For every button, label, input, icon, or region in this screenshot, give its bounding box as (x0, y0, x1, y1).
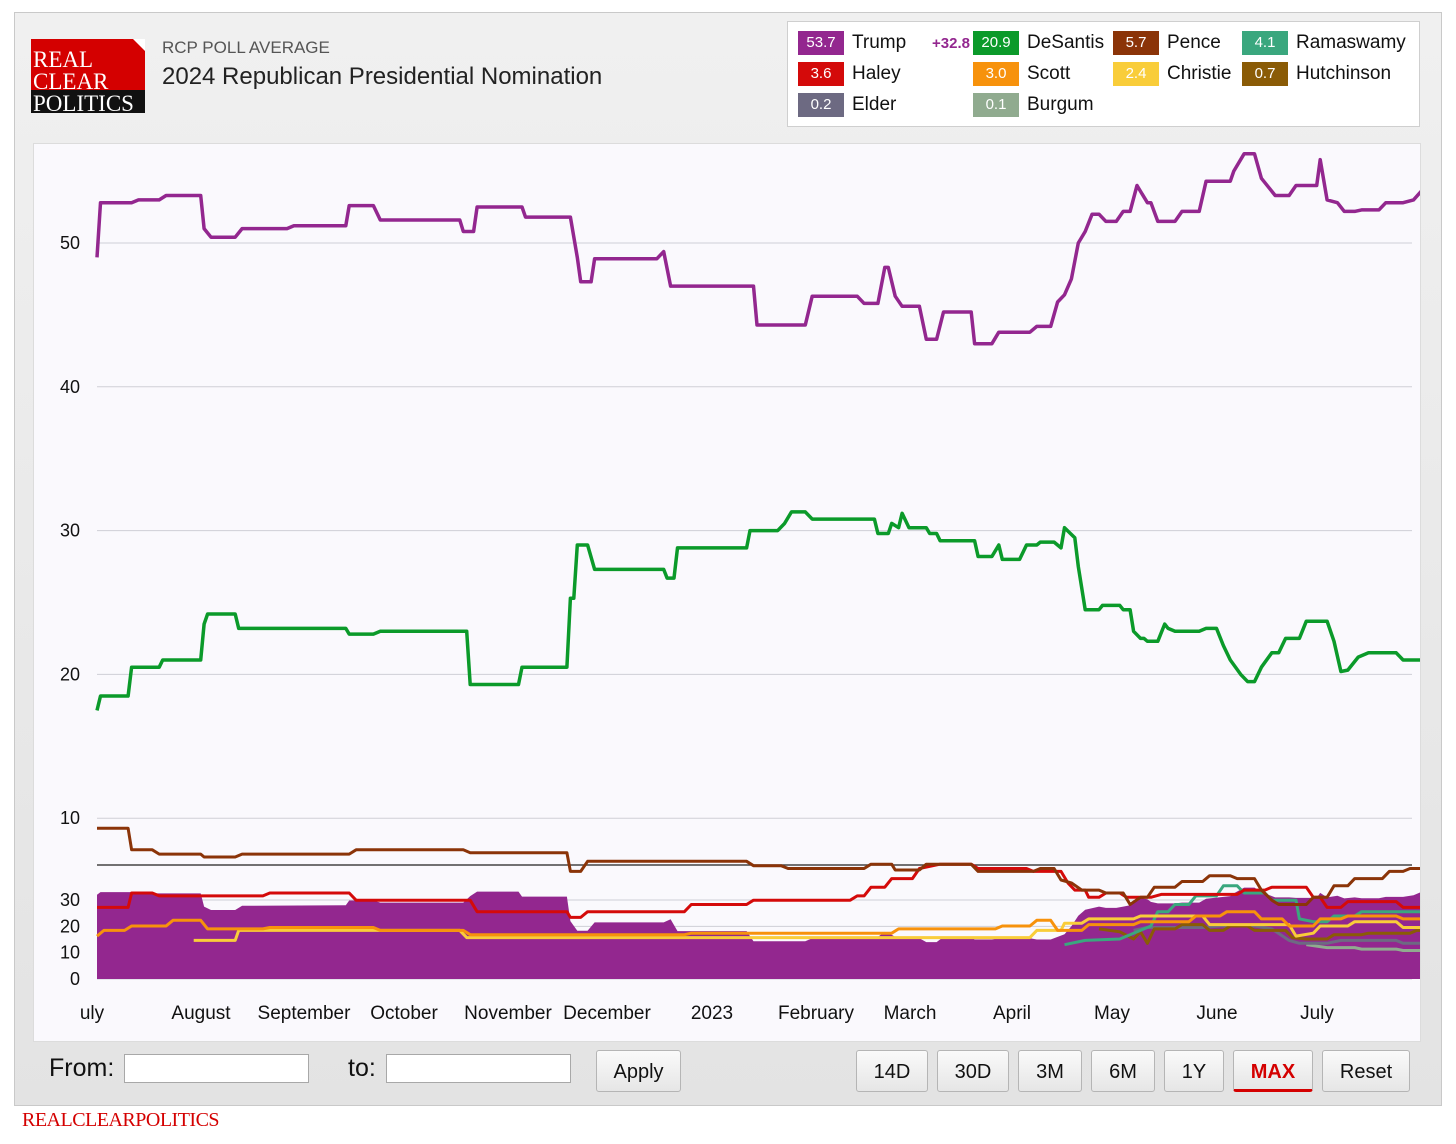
range-max-button[interactable]: MAX (1233, 1050, 1313, 1092)
footer-brand: REALCLEARPOLITICS (22, 1109, 220, 1131)
legend-name: Christie (1167, 63, 1232, 84)
legend-value-badge: 2.4 (1113, 62, 1159, 86)
spread-tick-label: 30 (60, 890, 80, 910)
x-tick-label: uly (80, 1003, 105, 1024)
legend-value-badge: 0.1 (973, 93, 1019, 117)
logo-line-1: REAL (33, 47, 94, 72)
y-tick-label: 40 (60, 377, 80, 397)
x-tick-label: September (258, 1003, 352, 1024)
logo-red-panel (31, 39, 145, 90)
spread-tick-label: 20 (60, 916, 80, 936)
chart-svg: 10 20 30 40 50 0 10 20 30 uly August September Octob… (60, 152, 1447, 1024)
plot-area[interactable]: 10 20 30 40 50 0 10 20 30 uly August September Octob… (33, 143, 1447, 1042)
x-tick-label: July (1300, 1003, 1334, 1024)
legend-value-badge: 53.7 (798, 31, 844, 55)
x-tick-label: August (171, 1003, 231, 1024)
series-line-scott (96, 910, 1445, 938)
x-tick-label: June (1196, 1003, 1237, 1024)
y-tick-label: 20 (60, 664, 80, 684)
legend-value-badge: 20.9 (973, 31, 1019, 55)
legend-name: Hutchinson (1296, 63, 1392, 84)
rcp-logo[interactable]: REAL CLEAR POLITICS (31, 39, 145, 116)
range-30d-button[interactable]: 30D (937, 1050, 1009, 1092)
range-3m-button[interactable]: 3M (1018, 1050, 1082, 1092)
series-line-desantis (95, 510, 1447, 711)
legend-name: Trump (852, 32, 907, 53)
x-tick-label: 2023 (691, 1003, 733, 1024)
legend-name: Burgum (1027, 94, 1094, 115)
x-tick-label: December (563, 1003, 651, 1024)
x-tick-label: March (884, 1003, 937, 1024)
x-tick-label: October (370, 1003, 438, 1024)
x-tick-label: November (464, 1003, 552, 1024)
series-line-christie (193, 914, 1445, 942)
spread-area (97, 887, 1438, 979)
legend-name: Pence (1167, 32, 1221, 53)
date-range-controls: From: to: Apply 14D 30D 3M 6M 1Y MAX Res… (33, 1043, 1419, 1101)
x-tick-label: May (1094, 1003, 1130, 1024)
chart-title: 2024 Republican Presidential Nomination (162, 63, 603, 90)
range-1y-button[interactable]: 1Y (1164, 1050, 1224, 1092)
from-label: From: (49, 1054, 115, 1082)
legend-name: Haley (852, 63, 901, 84)
logo-line-3: POLITICS (33, 91, 134, 116)
range-6m-button[interactable]: 6M (1091, 1050, 1155, 1092)
legend-lead-margin: +32.8 (932, 35, 970, 52)
series-line-trump (95, 152, 1438, 346)
y-tick-label: 10 (60, 808, 80, 828)
legend-name: Ramaswamy (1296, 32, 1406, 53)
x-tick-label: February (778, 1003, 855, 1024)
legend-name: DeSantis (1027, 32, 1105, 53)
legend-value-badge: 3.6 (798, 62, 844, 86)
legend-value-badge: 3.0 (973, 62, 1019, 86)
logo-line-2: CLEAR (33, 69, 109, 94)
legend-value-badge: 0.2 (798, 93, 844, 117)
legend: 53.7 Trump +32.8 20.9 DeSantis 5.7 Pence… (787, 21, 1420, 127)
series-line-pence (97, 826, 1445, 906)
range-14d-button[interactable]: 14D (856, 1050, 928, 1092)
legend-value-badge: 0.7 (1242, 62, 1288, 86)
from-date-input[interactable] (124, 1054, 309, 1083)
apply-button[interactable]: Apply (596, 1050, 681, 1092)
y-tick-label: 30 (60, 521, 80, 541)
legend-name: Scott (1027, 63, 1071, 84)
reset-button[interactable]: Reset (1322, 1050, 1410, 1092)
to-date-input[interactable] (386, 1054, 571, 1083)
legend-name: Elder (852, 94, 897, 115)
legend-value-badge: 5.7 (1113, 31, 1159, 55)
chart-kicker: RCP POLL AVERAGE (162, 38, 330, 57)
spread-tick-label: 10 (60, 943, 80, 963)
to-label: to: (348, 1054, 376, 1082)
legend-value-badge: 4.1 (1242, 31, 1288, 55)
y-tick-label: 50 (60, 233, 80, 253)
x-tick-label: April (993, 1003, 1031, 1024)
spread-tick-label: 0 (70, 969, 80, 989)
logo-fold-corner (133, 39, 145, 51)
series-line-hutchinson (1098, 923, 1446, 953)
